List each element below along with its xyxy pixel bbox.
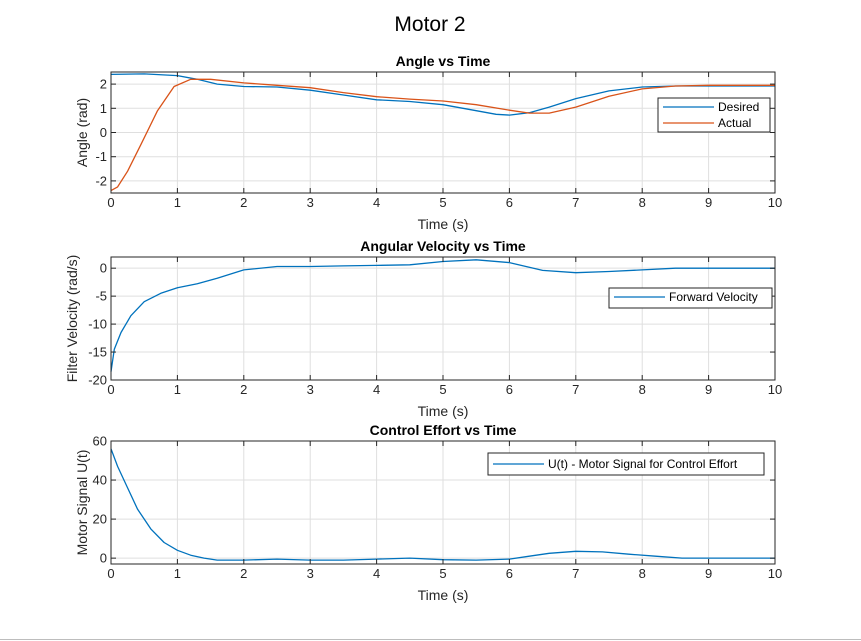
legend: Forward Velocity xyxy=(608,287,773,309)
y-axis-label: Angle (rad) xyxy=(74,98,90,167)
x-tick-label: 5 xyxy=(439,195,446,210)
x-tick-label: 9 xyxy=(705,382,712,397)
x-tick-label: 0 xyxy=(107,195,114,210)
x-tick-label: 10 xyxy=(768,195,782,210)
x-tick-label: 1 xyxy=(174,195,181,210)
x-tick-label: 3 xyxy=(307,195,314,210)
y-tick-label: -1 xyxy=(95,149,107,164)
x-tick-label: 10 xyxy=(768,566,782,581)
y-tick-label: -15 xyxy=(88,345,107,360)
y-tick-label: 0 xyxy=(100,125,107,140)
y-tick-label: 0 xyxy=(100,551,107,566)
x-tick-label: 1 xyxy=(174,382,181,397)
x-tick-label: 5 xyxy=(439,566,446,581)
x-axis-label: Time (s) xyxy=(418,587,469,603)
x-tick-label: 8 xyxy=(639,195,646,210)
x-tick-label: 1 xyxy=(174,566,181,581)
chart-title: Angle vs Time xyxy=(396,53,491,69)
legend-label-2: Actual xyxy=(718,116,751,130)
y-axis-label: Filter Velocity (rad/s) xyxy=(64,255,80,383)
x-axis-label: Time (s) xyxy=(418,403,469,419)
x-tick-label: 0 xyxy=(107,382,114,397)
legend-box xyxy=(657,97,771,133)
legend-label-1: Desired xyxy=(718,100,759,114)
x-tick-label: 10 xyxy=(768,382,782,397)
legend-label-1: Forward Velocity xyxy=(669,290,758,304)
x-tick-label: 6 xyxy=(506,195,513,210)
chart-title: Angular Velocity vs Time xyxy=(360,238,526,254)
y-tick-label: -10 xyxy=(88,317,107,332)
series-line-1 xyxy=(110,259,775,372)
x-tick-label: 8 xyxy=(639,566,646,581)
x-tick-label: 7 xyxy=(572,566,579,581)
y-tick-label: -2 xyxy=(95,173,107,188)
legend-box xyxy=(608,287,773,309)
x-tick-label: 6 xyxy=(506,566,513,581)
legend: Desired Actual xyxy=(657,97,771,133)
x-tick-label: 2 xyxy=(240,566,247,581)
legend: U(t) - Motor Signal for Control Effort xyxy=(487,452,765,476)
chart-3: 0 1 2 3 4 5 6 7 8 9 10 0 20 40 60 Control Effort vs Tim… xyxy=(74,422,782,603)
x-tick-label: 7 xyxy=(572,382,579,397)
chart-1: 0 1 2 3 4 5 6 7 8 9 10 -2 -1 0 1 2 Angle vs Time Time (s)… xyxy=(74,53,782,232)
y-tick-label: 20 xyxy=(93,512,107,527)
x-tick-label: 4 xyxy=(373,195,380,210)
window-bottom-border xyxy=(0,639,861,640)
figure-title: Motor 2 xyxy=(394,13,465,36)
x-tick-label: 3 xyxy=(307,382,314,397)
series-line-2 xyxy=(110,78,775,192)
x-tick-label: 0 xyxy=(107,566,114,581)
x-tick-label: 3 xyxy=(307,566,314,581)
x-tick-label: 5 xyxy=(439,382,446,397)
y-tick-label: 2 xyxy=(100,77,107,92)
x-axis-label: Time (s) xyxy=(418,216,469,232)
series-line-1 xyxy=(110,73,775,116)
chart-title: Control Effort vs Time xyxy=(370,422,517,438)
x-tick-label: 4 xyxy=(373,566,380,581)
x-tick-label: 8 xyxy=(639,382,646,397)
x-tick-label: 2 xyxy=(240,195,247,210)
x-tick-label: 6 xyxy=(506,382,513,397)
y-tick-label: -20 xyxy=(88,373,107,388)
y-tick-label: 1 xyxy=(100,101,107,116)
y-axis-label: Motor Signal U(t) xyxy=(74,450,90,556)
x-tick-label: 4 xyxy=(373,382,380,397)
x-tick-label: 2 xyxy=(240,382,247,397)
legend-box xyxy=(487,452,765,476)
y-tick-label: -5 xyxy=(95,289,107,304)
y-tick-label: 40 xyxy=(93,473,107,488)
x-tick-label: 9 xyxy=(705,195,712,210)
y-tick-label: 60 xyxy=(93,434,107,449)
chart-2: 0 1 2 3 4 5 6 7 8 9 10 -20 -15 -10 -5 0 Angular Velocity… xyxy=(64,238,782,419)
y-tick-label: 0 xyxy=(100,261,107,276)
x-tick-label: 7 xyxy=(572,195,579,210)
legend-label-1: U(t) - Motor Signal for Control Effort xyxy=(548,457,738,471)
x-tick-label: 9 xyxy=(705,566,712,581)
